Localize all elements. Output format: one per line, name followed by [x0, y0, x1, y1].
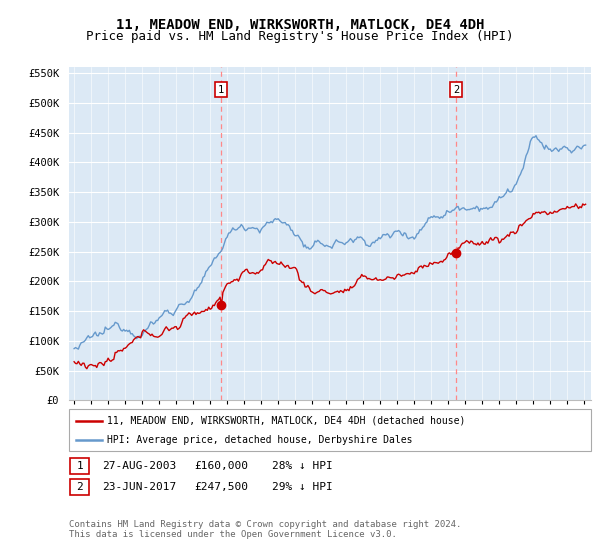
Text: 1: 1 — [218, 85, 224, 95]
Text: 29% ↓ HPI: 29% ↓ HPI — [272, 482, 333, 492]
Text: 27-AUG-2003: 27-AUG-2003 — [103, 461, 177, 471]
Text: HPI: Average price, detached house, Derbyshire Dales: HPI: Average price, detached house, Derb… — [107, 435, 412, 445]
Text: £160,000: £160,000 — [194, 461, 248, 471]
Text: 28% ↓ HPI: 28% ↓ HPI — [272, 461, 333, 471]
Text: 2: 2 — [453, 85, 459, 95]
Text: 1: 1 — [76, 461, 83, 471]
Text: 11, MEADOW END, WIRKSWORTH, MATLOCK, DE4 4DH: 11, MEADOW END, WIRKSWORTH, MATLOCK, DE4… — [116, 18, 484, 32]
Text: Price paid vs. HM Land Registry's House Price Index (HPI): Price paid vs. HM Land Registry's House … — [86, 30, 514, 44]
Text: 23-JUN-2017: 23-JUN-2017 — [103, 482, 177, 492]
Text: £247,500: £247,500 — [194, 482, 248, 492]
Text: 11, MEADOW END, WIRKSWORTH, MATLOCK, DE4 4DH (detached house): 11, MEADOW END, WIRKSWORTH, MATLOCK, DE4… — [107, 416, 465, 426]
Text: Contains HM Land Registry data © Crown copyright and database right 2024.
This d: Contains HM Land Registry data © Crown c… — [69, 520, 461, 539]
Text: 2: 2 — [76, 482, 83, 492]
